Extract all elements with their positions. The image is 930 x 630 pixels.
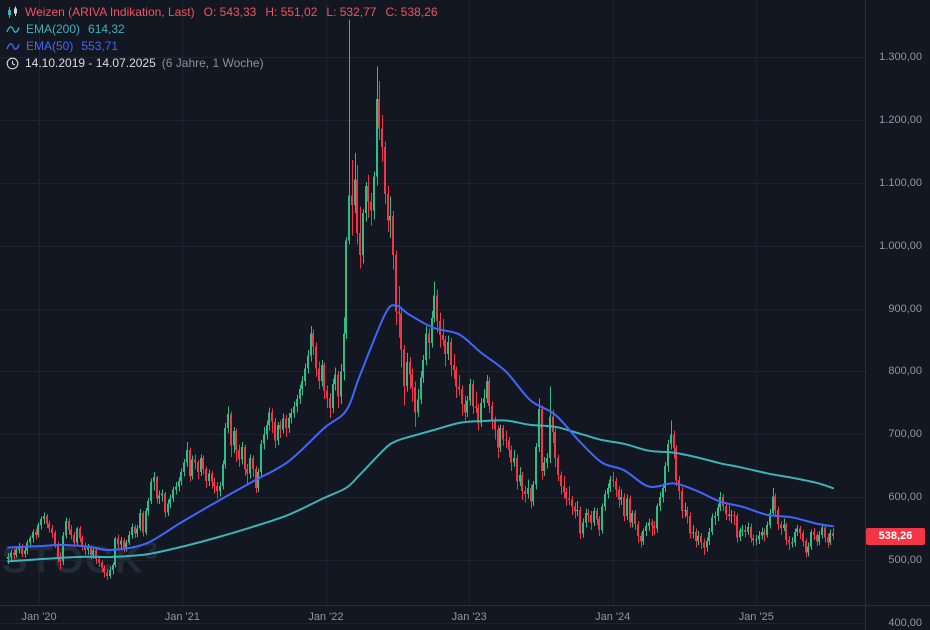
price-axis-label: 1.100,00 (879, 176, 922, 189)
price-axis-label: 600,00 (888, 491, 922, 504)
clock-icon (6, 57, 19, 69)
price-axis-label: 1.300,00 (879, 51, 922, 63)
low-value: L: 532,77 (326, 5, 377, 19)
ema200-line (7, 419, 834, 563)
ema200-label: EMA(200) (26, 22, 81, 36)
open-value: O: 543,33 (203, 5, 257, 19)
time-axis-separator (0, 605, 930, 606)
ema50-value: 553,71 (81, 39, 119, 53)
price-axis-separator (865, 0, 866, 630)
chart-legend: Weizen (ARIVA Indikation, Last) O: 543,3… (6, 4, 438, 72)
last-price-tag: 538,26 (866, 527, 925, 545)
ema50-line (7, 304, 834, 552)
close-value: C: 538,26 (385, 5, 438, 19)
date-range: 14.10.2019 - 14.07.2025 (25, 56, 156, 70)
price-axis-label: 500,00 (888, 554, 922, 567)
time-axis-label: Jan '21 (164, 611, 200, 623)
ema200-legend-row[interactable]: EMA(200) 614,32 (6, 21, 438, 37)
price-axis-label: 1.000,00 (879, 239, 922, 252)
last-price-value: 538,26 (878, 529, 913, 542)
time-axis-label: Jan '24 (595, 611, 631, 623)
ema50-label: EMA(50) (26, 39, 74, 53)
price-axis-label: 1.200,00 (879, 113, 922, 126)
price-axis-label: 400,00 (888, 617, 922, 629)
price-axis-label: 800,00 (888, 365, 922, 378)
price-axis-label: 900,00 (888, 302, 922, 315)
price-axis[interactable]: 1.300,00 1.200,00 1.100,00 1.000,00 900,00 80… (865, 0, 930, 629)
time-axis-label: Jan '25 (738, 611, 774, 623)
wave-icon (6, 42, 20, 50)
wave-icon (6, 25, 20, 33)
high-value: H: 551,02 (265, 5, 318, 19)
ema50-legend-row[interactable]: EMA(50) 553,71 (6, 38, 438, 54)
date-range-row: 14.10.2019 - 14.07.2025 (6 Jahre, 1 Woch… (6, 55, 438, 71)
instrument-legend-row[interactable]: Weizen (ARIVA Indikation, Last) O: 543,3… (6, 4, 438, 20)
time-axis[interactable]: Jan '20 Jan '21 Jan '22 Jan '23 Jan '24 Jan '… (0, 605, 865, 630)
price-axis-label: 700,00 (888, 428, 922, 441)
time-axis-label: Jan '23 (451, 611, 487, 623)
time-axis-label: Jan '20 (21, 611, 57, 623)
ema200-value: 614,32 (88, 22, 125, 36)
time-axis-label: Jan '22 (308, 611, 344, 623)
instrument-title: Weizen (ARIVA Indikation, Last) (25, 5, 195, 19)
range-duration: (6 Jahre, 1 Woche) (161, 56, 264, 70)
candles-icon (8, 6, 17, 18)
candlestick-series (7, 19, 834, 581)
